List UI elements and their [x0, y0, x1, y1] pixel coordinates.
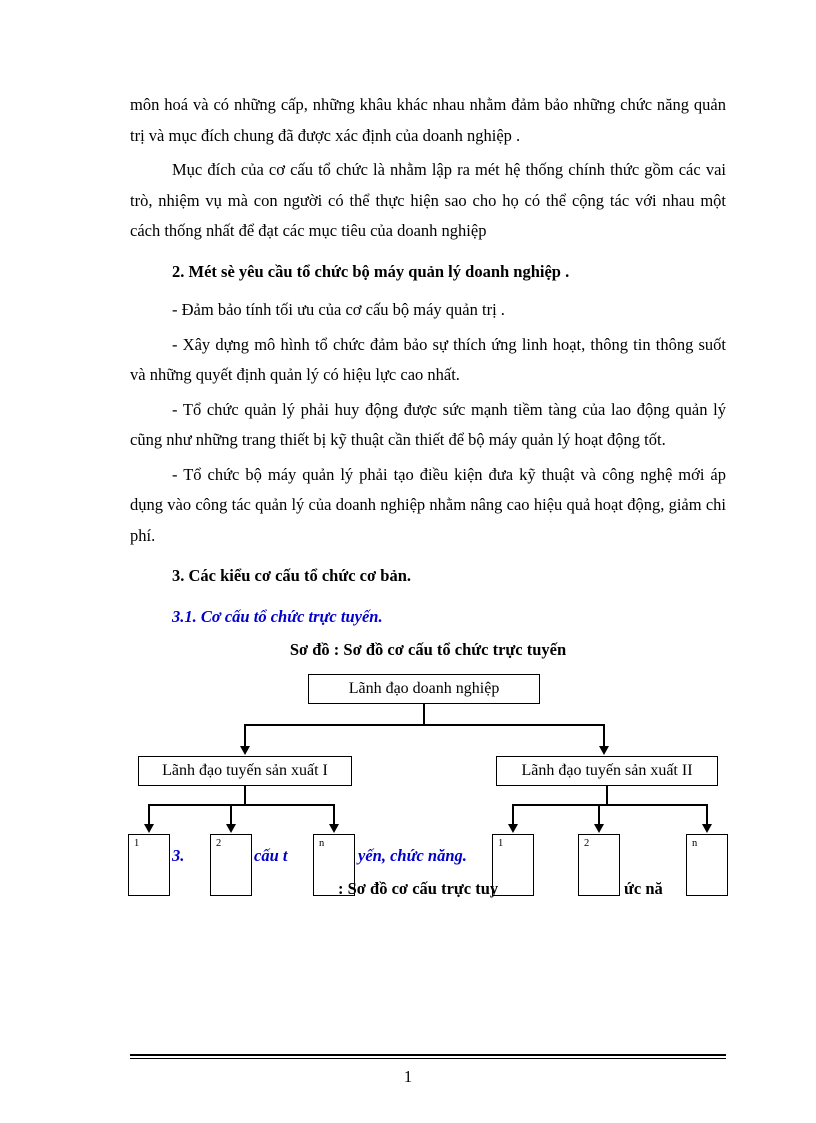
- bullet: - Tổ chức quản lý phải huy động được sức…: [130, 395, 726, 456]
- node-leaf: 1: [128, 834, 170, 896]
- overlay-heading-fragment: yến, chức năng.: [358, 846, 467, 866]
- node-root: Lãnh đạo doanh nghiệp: [308, 674, 540, 704]
- overlay-heading-fragment: cấu t: [254, 846, 287, 866]
- heading-2: 2. Mét sè yêu cầu tổ chức bộ máy quản lý…: [172, 257, 726, 288]
- overlay-title-fragment: ức nă: [624, 879, 663, 899]
- bullet: - Đảm bảo tính tối ưu của cơ cấu bộ máy …: [172, 295, 726, 326]
- heading-3-1: 3.1. Cơ cấu tổ chức trực tuyến.: [172, 602, 726, 633]
- diagram-title: Sơ đồ : Sơ đồ cơ cấu tổ chức trực tuyến: [130, 640, 726, 660]
- node-leaf: 2: [578, 834, 620, 896]
- node-branch-2: Lãnh đạo tuyến sản xuất II: [496, 756, 718, 786]
- bullet: - Xây dựng mô hình tổ chức đảm bảo sự th…: [130, 330, 726, 391]
- org-chart-diagram: Lãnh đạo doanh nghiệp Lãnh đạo tuyến sản…: [130, 674, 726, 942]
- node-branch-1: Lãnh đạo tuyến sản xuất I: [138, 756, 352, 786]
- bullet: - Tổ chức bộ máy quản lý phải tạo điều k…: [130, 460, 726, 552]
- node-leaf: n: [686, 834, 728, 896]
- paragraph: môn hoá và có những cấp, những khâu khác…: [130, 90, 726, 151]
- page-number: 1: [0, 1067, 816, 1087]
- footer-rule: [130, 1054, 726, 1060]
- heading-3: 3. Các kiểu cơ cấu tổ chức cơ bản.: [172, 561, 726, 592]
- node-leaf: 2: [210, 834, 252, 896]
- paragraph: Mục đích của cơ cấu tổ chức là nhằm lập …: [130, 155, 726, 247]
- overlay-title-fragment: : Sơ đồ cơ cấu trực tuy: [338, 879, 498, 899]
- node-leaf: 1: [492, 834, 534, 896]
- overlay-heading-fragment: 3.: [172, 846, 184, 866]
